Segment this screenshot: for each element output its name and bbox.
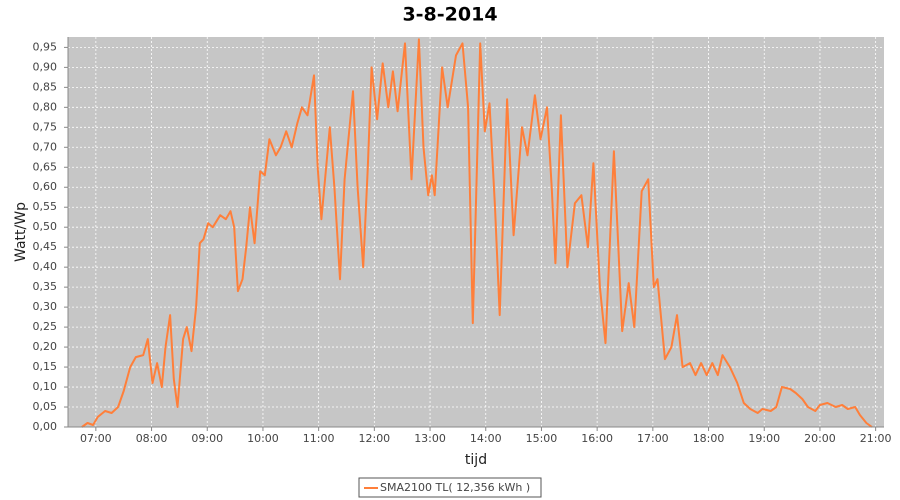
y-tick-label: 0,00 bbox=[33, 420, 58, 433]
x-tick-label: 10:00 bbox=[247, 432, 279, 445]
y-tick-label: 0,70 bbox=[33, 140, 58, 153]
y-tick-label: 0,30 bbox=[33, 300, 58, 313]
x-tick-label: 14:00 bbox=[470, 432, 502, 445]
x-tick-label: 21:00 bbox=[860, 432, 892, 445]
chart-title: 3-8-2014 bbox=[402, 4, 497, 26]
y-tick-label: 0,10 bbox=[33, 380, 58, 393]
y-tick-label: 0,75 bbox=[33, 120, 58, 133]
x-tick-label: 13:00 bbox=[414, 432, 446, 445]
x-tick-label: 15:00 bbox=[526, 432, 558, 445]
x-tick-label: 17:00 bbox=[637, 432, 669, 445]
x-tick-label: 16:00 bbox=[581, 432, 613, 445]
y-tick-label: 0,80 bbox=[33, 100, 58, 113]
legend-label: SMA2100 TL( 12,356 kWh ) bbox=[380, 481, 530, 494]
y-tick-label: 0,60 bbox=[33, 180, 58, 193]
y-tick-label: 0,55 bbox=[33, 200, 58, 213]
x-tick-label: 07:00 bbox=[80, 432, 112, 445]
x-axis-title: tijd bbox=[465, 452, 487, 468]
y-tick-label: 0,25 bbox=[33, 320, 58, 333]
y-tick-label: 0,20 bbox=[33, 340, 58, 353]
y-tick-label: 0,90 bbox=[33, 60, 58, 73]
y-axis-title: Watt/Wp bbox=[13, 202, 29, 262]
x-tick-label: 12:00 bbox=[358, 432, 390, 445]
x-tick-label: 18:00 bbox=[693, 432, 725, 445]
y-tick-label: 0,15 bbox=[33, 360, 58, 373]
y-tick-label: 0,05 bbox=[33, 400, 58, 413]
y-tick-label: 0,35 bbox=[33, 280, 58, 293]
y-tick-label: 0,95 bbox=[33, 40, 58, 53]
y-tick-label: 0,40 bbox=[33, 260, 58, 273]
legend-box bbox=[358, 477, 542, 498]
x-tick-label: 19:00 bbox=[748, 432, 780, 445]
x-tick-label: 11:00 bbox=[303, 432, 335, 445]
y-tick-label: 0,65 bbox=[33, 160, 58, 173]
y-tick-label: 0,50 bbox=[33, 220, 58, 233]
y-tick-label: 0,45 bbox=[33, 240, 58, 253]
series-line bbox=[81, 38, 873, 428]
x-tick-label: 20:00 bbox=[804, 432, 836, 445]
y-tick-label: 0,85 bbox=[33, 80, 58, 93]
x-tick-label: 09:00 bbox=[191, 432, 223, 445]
x-tick-label: 08:00 bbox=[136, 432, 168, 445]
